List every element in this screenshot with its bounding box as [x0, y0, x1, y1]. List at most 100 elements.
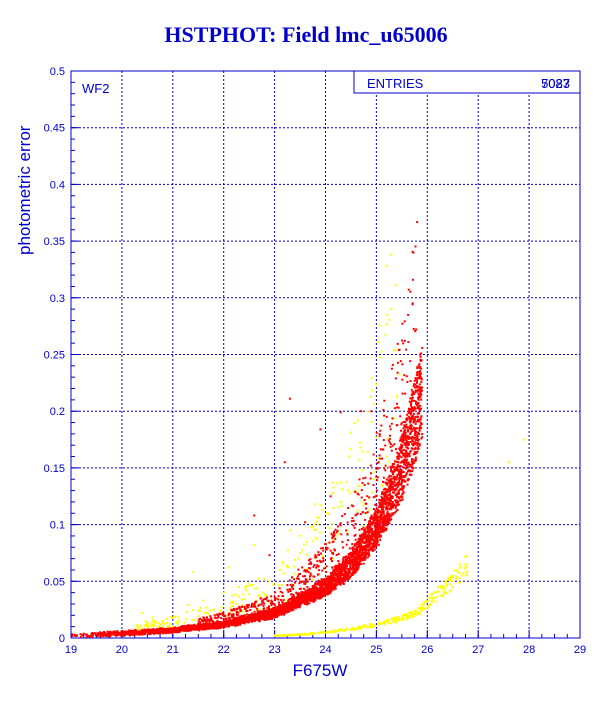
data-point-red	[267, 616, 270, 619]
data-point-red	[391, 480, 393, 483]
data-point-red	[343, 574, 346, 577]
data-point-red	[413, 379, 416, 382]
data-point-red	[353, 567, 356, 570]
data-point-red	[389, 495, 392, 498]
data-point-yellow	[445, 583, 448, 586]
data-point-yellow	[358, 485, 361, 487]
data-point-red	[101, 632, 103, 635]
data-point-red	[399, 476, 402, 479]
data-point-red	[398, 477, 400, 480]
data-point-red	[418, 367, 421, 369]
data-point-red	[417, 392, 420, 395]
data-point-yellow	[314, 528, 317, 531]
x-tick-label: 28	[523, 644, 535, 656]
data-point-yellow	[165, 618, 168, 621]
data-point-yellow	[447, 578, 450, 581]
data-point-red	[393, 485, 396, 487]
data-point-yellow	[311, 632, 314, 635]
data-point-red	[375, 517, 378, 520]
data-point-red	[408, 400, 411, 403]
data-point-red	[362, 554, 365, 556]
data-point-red	[354, 567, 357, 570]
data-point-yellow	[306, 553, 308, 556]
data-point-yellow	[344, 628, 347, 631]
data-point-red	[243, 618, 246, 621]
data-point-red	[167, 628, 170, 630]
data-point-yellow	[207, 613, 210, 616]
data-point-red	[217, 623, 220, 625]
data-point-red	[351, 548, 354, 551]
data-point-red	[251, 614, 254, 617]
data-point-red	[125, 633, 128, 636]
data-point-red	[375, 544, 378, 547]
data-point-red	[413, 426, 415, 429]
data-point-yellow	[362, 626, 365, 629]
data-point-red	[338, 567, 341, 570]
data-point-yellow	[350, 628, 353, 631]
data-point-red	[397, 501, 399, 504]
data-point-yellow	[451, 585, 454, 588]
data-point-red	[325, 587, 328, 590]
data-point-red	[400, 482, 403, 484]
data-point-red	[363, 530, 366, 533]
data-point-red	[177, 629, 179, 632]
data-point-red	[402, 491, 405, 494]
data-point-red	[276, 606, 279, 609]
data-point-red	[337, 577, 340, 580]
data-point-red	[420, 359, 423, 362]
data-point-red	[395, 482, 398, 485]
data-point-red	[270, 614, 273, 616]
data-point-yellow	[409, 612, 412, 615]
data-point-red	[383, 495, 386, 498]
data-point-yellow	[301, 549, 303, 552]
data-point-red	[418, 407, 421, 409]
data-point-red	[398, 465, 400, 468]
data-point-red	[252, 614, 255, 617]
data-point-red	[420, 427, 423, 430]
data-point-red	[386, 513, 389, 516]
data-point-red	[406, 478, 409, 481]
data-point-red	[390, 512, 393, 515]
data-point-yellow	[244, 587, 247, 590]
data-point-red	[264, 616, 267, 619]
data-point-red	[335, 568, 338, 571]
data-point-yellow	[398, 373, 401, 376]
stats-box	[353, 70, 581, 94]
data-point-red	[399, 449, 402, 452]
data-point-red	[420, 415, 423, 418]
data-point-red	[394, 489, 397, 492]
data-point-red	[381, 500, 383, 503]
data-point-red	[354, 557, 357, 560]
data-point-red	[390, 518, 393, 521]
data-point-red	[341, 577, 344, 579]
data-point-red	[412, 440, 415, 443]
data-point-red	[329, 592, 331, 595]
data-point-yellow	[286, 566, 289, 569]
data-point-red	[358, 555, 361, 558]
data-point-red	[172, 629, 175, 632]
data-point-red	[330, 579, 332, 581]
data-point-red	[397, 490, 400, 493]
data-point-red	[325, 580, 328, 583]
data-point-red	[409, 408, 412, 411]
data-point-red	[401, 439, 404, 442]
data-point-red	[169, 627, 172, 630]
data-point-red	[143, 631, 146, 634]
data-point-red	[266, 613, 269, 616]
data-point-yellow	[427, 606, 430, 609]
data-point-red	[338, 573, 341, 576]
data-point-red	[245, 621, 248, 624]
data-point-red	[370, 523, 373, 526]
data-point-yellow	[435, 595, 438, 598]
data-point-red	[176, 628, 179, 631]
data-point-yellow	[183, 621, 186, 624]
data-point-yellow	[377, 623, 380, 626]
data-point-red	[416, 381, 418, 384]
data-point-red	[178, 630, 181, 633]
data-point-red	[383, 492, 386, 495]
data-point-yellow	[424, 600, 427, 603]
data-point-red	[369, 528, 372, 531]
data-point-yellow	[447, 577, 450, 579]
data-point-red	[417, 445, 420, 448]
data-point-red	[291, 604, 294, 607]
